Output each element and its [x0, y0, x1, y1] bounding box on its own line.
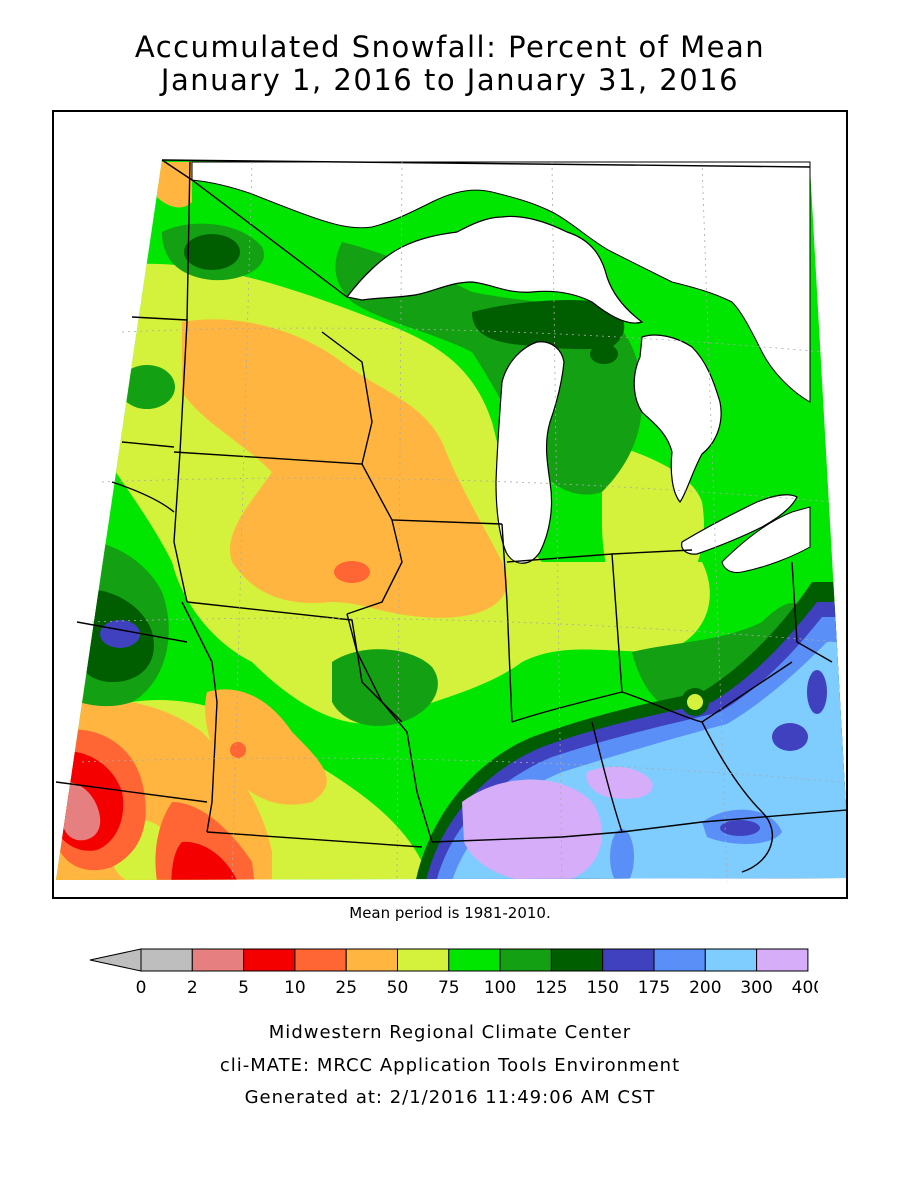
contour-2-5-sw [60, 781, 101, 841]
ohio-river [511, 661, 793, 723]
legend-tick-label: 400 [792, 978, 818, 998]
contour-150-175-west [100, 620, 140, 648]
contour-125-150-michigan-spot [590, 344, 618, 364]
footer-tool: cli-MATE: MRCC Application Tools Environ… [219, 1055, 681, 1076]
boundaries [55, 159, 846, 873]
canada-border [161, 159, 811, 168]
ne-ia-line [76, 621, 188, 643]
map-subtitle: January 1, 2016 to January 31, 2016 [160, 63, 740, 97]
contour-300-400-se2 [586, 766, 653, 799]
ne-ks-line [181, 601, 218, 833]
legend-swatch [653, 948, 706, 972]
contour-125-150-northwest [184, 234, 240, 270]
contour-150-175-se-spot2 [720, 820, 760, 836]
legend-tick-label: 2 [187, 978, 198, 998]
legend-swatch [602, 948, 655, 972]
legend-swatch [499, 948, 552, 972]
mn-wi-line [321, 331, 373, 465]
contour-100-125-westnorth [119, 365, 175, 409]
legend-tick-label: 100 [484, 978, 516, 998]
pa-line [791, 561, 833, 663]
legend-swatch [294, 948, 347, 972]
legend-swatch [756, 948, 809, 972]
great-lakes [345, 215, 798, 564]
contour-25-50-central [182, 319, 508, 618]
legend-swatch [704, 948, 758, 972]
ks-ok-line [55, 781, 208, 803]
legend-tick-label: 50 [387, 978, 409, 998]
legend-swatch [191, 948, 245, 972]
contour-300-400-se3 [702, 878, 802, 880]
legend-tick-label: 25 [335, 978, 357, 998]
legend-swatch [397, 948, 450, 972]
contour-125-150-upper-michigan [472, 300, 625, 350]
color-legend: 02510255075100125150175200300400 [89, 948, 818, 998]
il-in-line [501, 523, 513, 723]
footer-organization: Midwestern Regional Climate Center [268, 1022, 632, 1043]
legend-tick-label: 300 [740, 978, 772, 998]
canada-coast [191, 161, 811, 573]
ky-wv-line [701, 721, 763, 813]
legend-tick-label: 150 [586, 978, 618, 998]
mi-oh-line [611, 549, 693, 555]
va-line [741, 811, 773, 873]
lake-huron [633, 334, 722, 504]
ne-sd-river [111, 481, 175, 513]
legend-swatch [140, 948, 193, 972]
lake-michigan [495, 341, 565, 564]
legend-swatch [550, 948, 604, 972]
snowfall-map [52, 110, 848, 899]
contour-0-2-s [187, 882, 227, 897]
legend-tick-label: 125 [535, 978, 567, 998]
lake-erie [681, 494, 798, 555]
mo-ar-line [206, 831, 423, 848]
contour-10-25-iowa [334, 561, 370, 583]
contour-5-10-s [171, 841, 242, 880]
nd-sd-line [131, 316, 188, 321]
map-title: Accumulated Snowfall: Percent of Mean [134, 30, 766, 64]
legend-tick-label: 0 [136, 978, 147, 998]
ky-border-inner [591, 721, 623, 833]
contour-50-75-ohio-spot [687, 694, 703, 710]
contour-10-25-spot [230, 742, 246, 758]
legend-swatch [243, 948, 296, 972]
legend-tick-label: 10 [284, 978, 306, 998]
contour-175-200-se-spot4 [807, 670, 827, 714]
contour-175-200-se-spot3 [610, 829, 634, 880]
contour-100-125-illinois [332, 649, 438, 726]
footer-generated: Generated at: 2/1/2016 11:49:06 AM CST [244, 1087, 656, 1108]
mn-ia-line [173, 451, 503, 525]
legend-swatch [345, 948, 399, 972]
legend-ticks: 02510255075100125150175200300400 [136, 978, 818, 998]
contour-300-400-se [462, 779, 602, 880]
contour-150-175-se-spot [772, 723, 808, 751]
legend-tick-label: 5 [238, 978, 249, 998]
wi-ia-river [346, 519, 403, 615]
lake-superior [345, 215, 644, 324]
sd-ne-line [121, 441, 175, 448]
legend-boxes [89, 948, 809, 972]
mean-period-note: Mean period is 1981-2010. [349, 904, 551, 922]
legend-tick-label: 75 [438, 978, 460, 998]
legend-below-arrow [89, 948, 142, 972]
legend-tick-label: 200 [689, 978, 721, 998]
minnesota-north [161, 159, 348, 298]
mississippi-river [346, 613, 433, 843]
legend-swatch [448, 948, 501, 972]
graticule [81, 161, 843, 883]
legend-tick-label: 175 [638, 978, 670, 998]
